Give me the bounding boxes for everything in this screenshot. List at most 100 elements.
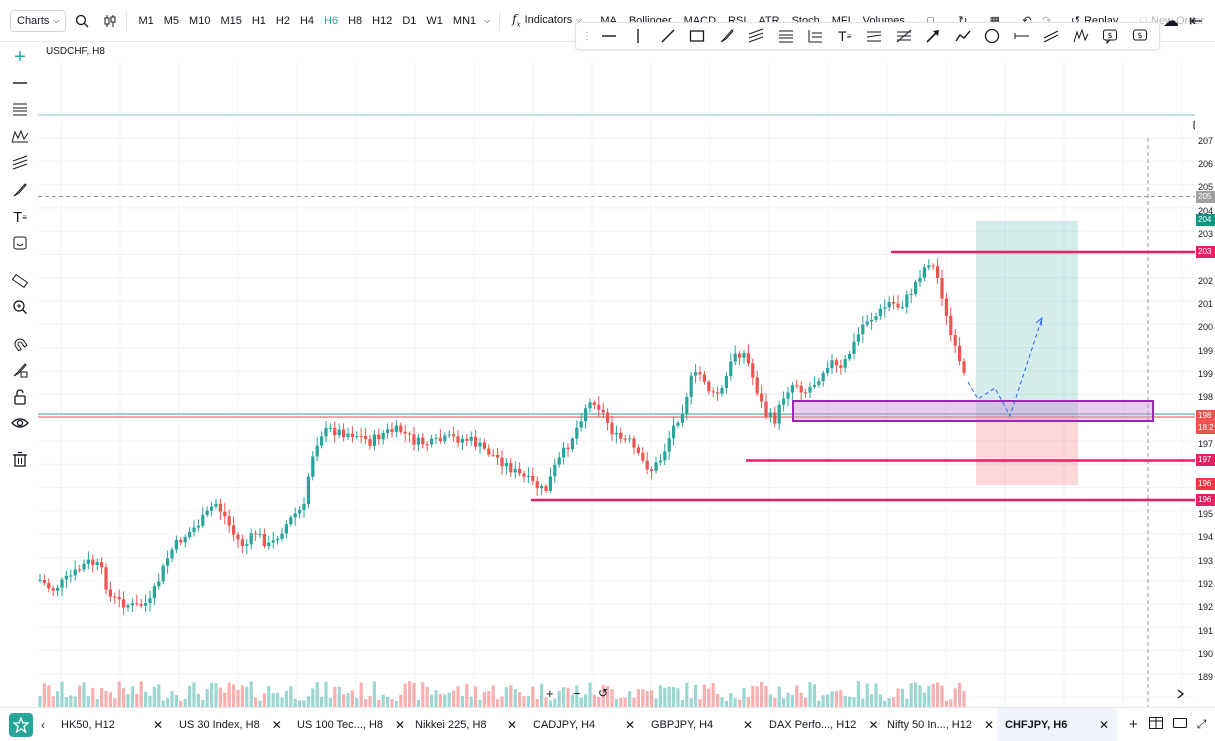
close-icon[interactable]: ✕	[1098, 717, 1109, 732]
elliott-wave-icon[interactable]	[1066, 23, 1096, 49]
chart-tab[interactable]: CADJPY, H4 ✕	[525, 708, 643, 741]
chart-tab[interactable]: US 30 Index, H8 ✕	[171, 708, 289, 741]
undo-icon[interactable]: ↶	[1022, 15, 1032, 27]
eye-icon[interactable]	[9, 412, 31, 434]
zoom-in-button[interactable]: +	[546, 686, 554, 701]
fib-retracement-icon[interactable]	[771, 23, 801, 49]
horizontal-line-icon[interactable]	[9, 72, 31, 94]
arrow-icon[interactable]	[919, 23, 949, 49]
candle-body	[720, 387, 724, 394]
timeframe-button[interactable]: D1	[402, 14, 417, 27]
close-icon[interactable]: ✕	[395, 717, 406, 732]
timeframe-button[interactable]: H12	[372, 14, 393, 27]
close-icon[interactable]: ✕	[152, 717, 163, 732]
ray-icon[interactable]	[1007, 23, 1037, 49]
timeframe-button[interactable]: M5	[163, 14, 180, 27]
tabs-scroll-left-icon[interactable]: ‹	[41, 717, 45, 732]
refresh-icon[interactable]: ↻	[958, 15, 968, 27]
timeframe-button[interactable]: H8	[348, 14, 363, 27]
timeframe-button[interactable]: H2	[275, 14, 290, 27]
close-icon[interactable]: ✕	[868, 717, 879, 732]
path-icon[interactable]	[948, 23, 978, 49]
timeframe-button[interactable]: W1	[426, 14, 443, 27]
timeframe-button[interactable]: M10	[189, 14, 211, 27]
chart-tab[interactable]: US 100 Tec..., H8 ✕	[289, 708, 407, 741]
close-icon[interactable]: ✕	[624, 717, 635, 732]
chevron-down-icon[interactable]: ⌵	[484, 15, 491, 25]
close-icon[interactable]: ✕	[742, 717, 753, 732]
fullscreen-icon[interactable]: ⇤	[1189, 13, 1203, 30]
channel-icon[interactable]	[9, 152, 31, 174]
pitchfork-icon[interactable]	[860, 23, 890, 49]
chart-tab[interactable]: DAX Perfo..., H12 ✕	[761, 708, 879, 741]
brush-icon[interactable]	[9, 179, 31, 201]
chart-tab[interactable]: GBPJPY, H4 ✕	[643, 708, 761, 741]
calendar-icon[interactable]: ▦	[989, 15, 1001, 27]
unlock-icon[interactable]	[9, 386, 31, 408]
timeframe-button[interactable]: M1	[138, 14, 154, 27]
volume-bar	[887, 698, 891, 707]
alert-icon[interactable]: □	[927, 14, 935, 27]
candle-body	[936, 266, 940, 279]
search-icon[interactable]	[72, 11, 92, 31]
price-chart[interactable]	[38, 62, 1195, 707]
close-icon[interactable]: ✕	[983, 717, 995, 732]
layout-icon[interactable]	[1144, 717, 1168, 732]
pattern-icon[interactable]	[9, 125, 31, 147]
timeframe-button[interactable]: H1	[251, 14, 266, 27]
price-label-icon[interactable]: $	[1125, 23, 1155, 49]
volume-bar	[179, 700, 183, 707]
indicators-button[interactable]: fx Indicators ⌵	[506, 12, 588, 28]
charts-dropdown[interactable]: Charts ⌵	[10, 9, 67, 32]
reset-zoom-icon[interactable]: ↺	[598, 686, 609, 700]
candlestick-type-icon[interactable]	[100, 11, 120, 31]
volume-bar	[38, 696, 42, 707]
drag-handle-icon[interactable]: ⋮	[582, 30, 592, 42]
channel-icon[interactable]	[742, 23, 772, 49]
brush-icon[interactable]	[712, 23, 742, 49]
text-tool-icon[interactable]: T ≡	[13, 208, 27, 226]
timeframe-button-active[interactable]: H6	[324, 14, 339, 27]
close-icon[interactable]: ✕	[506, 717, 517, 732]
volume-bar	[399, 694, 403, 707]
fib-fan-icon[interactable]	[801, 23, 831, 49]
trash-icon[interactable]	[9, 448, 31, 470]
gann-icon[interactable]	[889, 23, 919, 49]
expand-icon[interactable]: ⤢	[1196, 717, 1207, 731]
chart-tab-active[interactable]: CHFJPY, H6 ✕	[997, 707, 1117, 741]
volume-bar	[166, 698, 170, 707]
chart-tab[interactable]: Nikkei 225, H8 ✕	[407, 708, 525, 741]
fib-retracement-icon[interactable]	[9, 98, 31, 120]
lock-drawing-icon[interactable]	[9, 359, 31, 381]
add-tab-icon[interactable]: +	[1129, 716, 1138, 733]
circle-icon[interactable]	[978, 23, 1008, 49]
redo-icon[interactable]: ↷	[1042, 15, 1052, 27]
favorites-button[interactable]	[9, 712, 33, 737]
chart-tab[interactable]: HK50, H12 ✕	[53, 708, 171, 741]
volume-bar	[504, 687, 508, 707]
timeframe-button[interactable]: MN1	[452, 14, 477, 27]
vertical-line-icon[interactable]	[624, 23, 654, 49]
timeframe-button[interactable]: M15	[220, 14, 242, 27]
text-tool-icon[interactable]: T ≡	[838, 28, 852, 44]
timeframe-button[interactable]: H4	[299, 14, 315, 27]
emoji-icon[interactable]	[9, 232, 31, 254]
chart-tab[interactable]: Nifty 50 In..., H12 ✕	[879, 708, 997, 741]
close-icon[interactable]: ✕	[271, 717, 282, 732]
window-icon[interactable]	[1168, 718, 1192, 731]
crosshair-icon[interactable]: +	[14, 45, 26, 68]
ruler-icon[interactable]	[9, 270, 31, 292]
price-note-icon[interactable]: $	[1096, 23, 1126, 49]
cloud-icon[interactable]: ☁	[1163, 13, 1179, 30]
volume-bar	[342, 694, 346, 707]
zoom-in-icon[interactable]	[9, 296, 31, 318]
horizontal-line-icon[interactable]	[594, 23, 624, 49]
trend-line-icon[interactable]	[653, 23, 683, 49]
new-order-button[interactable]: □ New Order	[1134, 15, 1210, 27]
candle-body	[430, 438, 434, 445]
price-tag: 205	[1196, 191, 1215, 203]
magnet-icon[interactable]	[9, 332, 31, 354]
parallel-lines-icon[interactable]	[1037, 23, 1067, 49]
zoom-out-button[interactable]: −	[573, 686, 581, 701]
rectangle-icon[interactable]	[683, 23, 713, 49]
